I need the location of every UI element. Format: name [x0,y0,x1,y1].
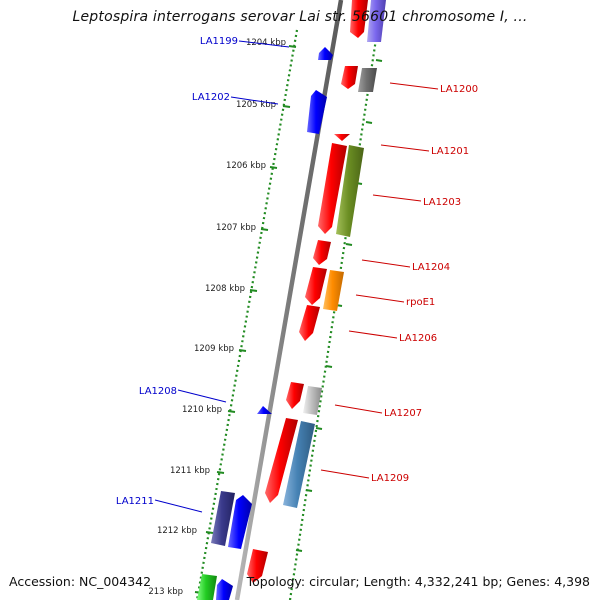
gene-label-la1208[interactable]: LA1208 [139,386,177,397]
gene-label-la1209[interactable]: LA1209 [371,473,409,484]
gene-la1202[interactable] [307,90,327,134]
gene-la1211-blue[interactable] [228,495,252,549]
outer-tick-ring [288,0,384,600]
gene-top-red-feature[interactable] [350,0,368,38]
gene-rpoe1[interactable] [323,270,344,311]
gene-label-la1200[interactable]: LA1200 [440,84,478,95]
gene-la1204[interactable] [313,240,331,265]
tick-marks [194,45,383,594]
tick-label: 213 kbp [148,587,183,597]
tick-label: 1211 kbp [170,466,210,476]
gene-la1200-neighbor[interactable] [358,68,377,92]
gene-la1207[interactable] [303,386,322,415]
gene-la1201-small[interactable] [334,134,350,141]
tick-label: 1212 kbp [157,526,197,536]
tick-label: 1209 kbp [194,344,234,354]
tick-label: 1204 kbp [246,38,286,48]
tick-label: 1206 kbp [226,161,266,171]
gene-la1209-red[interactable] [265,418,298,503]
gene-bottom-green[interactable] [197,574,217,600]
gene-la1201[interactable] [318,143,347,234]
gene-label-la1204[interactable]: LA1204 [412,262,450,273]
gene-la1211[interactable] [211,491,235,546]
gene-label-la1207[interactable]: LA1207 [384,408,422,419]
gene-la1209[interactable] [283,421,315,508]
forward-genes [247,0,386,583]
gene-bottom-red[interactable] [247,549,268,583]
gene-rpoe1-left[interactable] [305,267,327,305]
gene-la1208[interactable] [257,406,272,414]
gene-top-lavender-feature[interactable] [367,0,386,42]
accession-text: Accession: NC_004342 [9,574,152,589]
gene-label-la1203[interactable]: LA1203 [423,197,461,208]
gene-label-la1201[interactable]: LA1201 [431,146,469,157]
gene-la1200[interactable] [341,66,358,89]
gene-la1207-red[interactable] [286,382,304,409]
tick-label: 1210 kbp [182,405,222,415]
reverse-genes [197,47,333,600]
gene-la1203[interactable] [336,145,364,237]
gene-label-la1206[interactable]: LA1206 [399,333,437,344]
tick-label: 1208 kbp [205,284,245,294]
gene-la1206[interactable] [299,305,320,341]
gene-label-rpoe1[interactable]: rpoE1 [406,297,435,308]
gene-label-la1199[interactable]: LA1199 [200,36,238,47]
gene-label-la1211[interactable]: LA1211 [116,496,154,507]
map-title: Leptospira interrogans serovar Lai str. … [72,9,528,25]
gene-bottom-blue[interactable] [216,579,233,600]
gene-la1199[interactable] [318,47,333,60]
forward-leaders [320,82,439,479]
gene-label-la1202[interactable]: LA1202 [192,92,230,103]
tick-label: 1207 kbp [216,223,256,233]
tick-label: 1205 kbp [236,100,276,110]
topology-text: Topology: circular; Length: 4,332,241 bp… [246,574,590,589]
inner-tick-ring [195,29,299,600]
reverse-leaders [154,40,290,513]
